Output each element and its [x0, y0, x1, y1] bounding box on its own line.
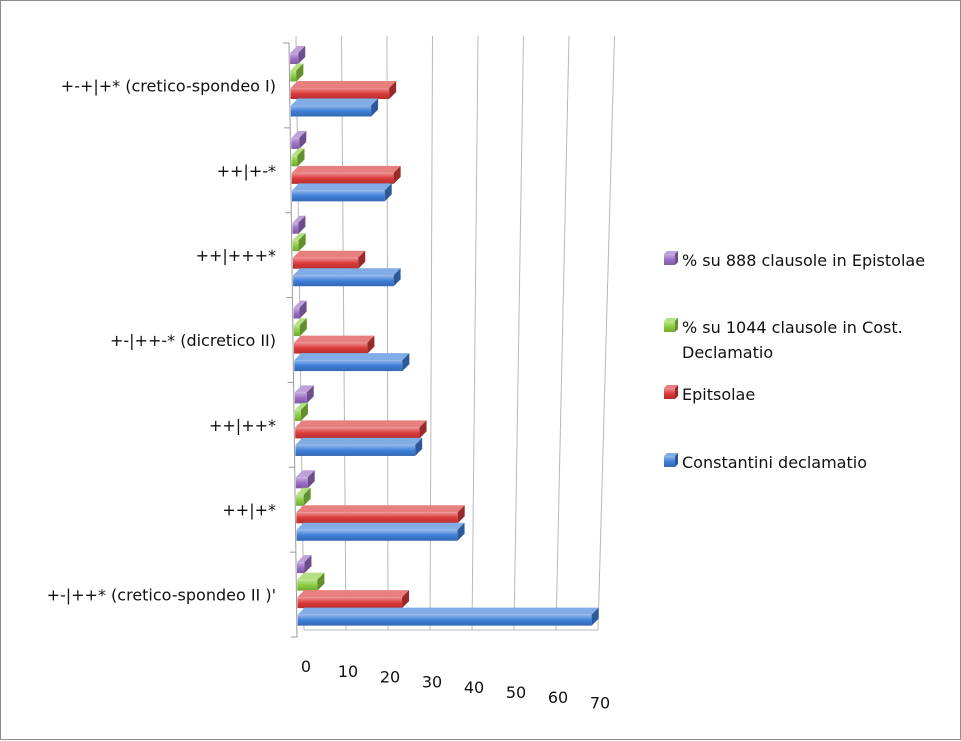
legend-label-line: % su 888 clausole in Epistolae [682, 251, 925, 270]
legend-label-line: Constantini declamatio [682, 453, 867, 472]
bar [290, 98, 379, 117]
bar [290, 46, 306, 64]
legend-label-line: Epitsolae [682, 385, 755, 404]
bar [292, 215, 306, 234]
bar [294, 402, 308, 421]
bar [294, 335, 375, 354]
legend-marker [664, 453, 678, 467]
x-tick-label: 60 [548, 688, 568, 707]
bar [296, 522, 465, 541]
category-label: ++|+* [222, 501, 276, 520]
gridline [513, 35, 524, 631]
legend-label-line: % su 1044 clausole in Cost. [682, 318, 903, 337]
bar [296, 555, 312, 574]
bar [293, 268, 401, 287]
gridline [597, 35, 615, 631]
legend-label: % su 1044 clausole in Cost. Declamatio [682, 318, 903, 362]
legend-label: Epitsolae [682, 385, 755, 404]
bar [296, 505, 465, 524]
gridline [555, 35, 570, 631]
x-tick-label: 40 [464, 678, 484, 697]
bar [294, 385, 314, 404]
category-label: ++|++* [209, 416, 276, 435]
legend-marker [664, 385, 678, 399]
category-label: +-|++-* (dicretico II) [110, 331, 276, 350]
legend-label: Constantini declamatio [682, 453, 867, 472]
bar [297, 572, 325, 591]
category-label: +-+|+* (cretico-spondeo I) [61, 76, 276, 95]
gridline [341, 35, 347, 631]
bar [295, 437, 423, 456]
x-tick-label: 50 [506, 683, 526, 702]
category-label: ++|+++* [196, 246, 276, 265]
bar [292, 250, 366, 269]
y-axis-line [288, 42, 298, 638]
bar [291, 130, 307, 149]
legend-label-line: Declamatio [682, 343, 773, 362]
gridline [386, 35, 389, 631]
gridline [471, 35, 479, 631]
bar [296, 487, 311, 506]
category-label: +-|++* (cretico-spondeo II )' [47, 586, 276, 605]
legend-marker [664, 251, 678, 265]
bar [294, 353, 410, 372]
x-tick-label: 0 [301, 657, 311, 676]
bar [293, 300, 307, 319]
bar [295, 470, 315, 489]
bar [293, 318, 307, 337]
x-tick-label: 20 [380, 667, 400, 686]
bar [297, 590, 410, 609]
bar [297, 607, 599, 626]
legend-marker [664, 318, 678, 332]
bar [291, 165, 401, 184]
x-tick-label: 10 [338, 662, 358, 681]
gridline [429, 35, 433, 631]
x-tick-label: 30 [422, 673, 442, 692]
bar [290, 81, 397, 99]
bar [290, 63, 304, 82]
legend-label: % su 888 clausole in Epistolae [682, 251, 925, 270]
bar [291, 183, 392, 202]
x-tick-label: 70 [590, 693, 610, 712]
bar [292, 233, 306, 252]
bar [295, 420, 427, 439]
category-label: ++|+-* [217, 161, 276, 180]
bar [291, 148, 305, 167]
